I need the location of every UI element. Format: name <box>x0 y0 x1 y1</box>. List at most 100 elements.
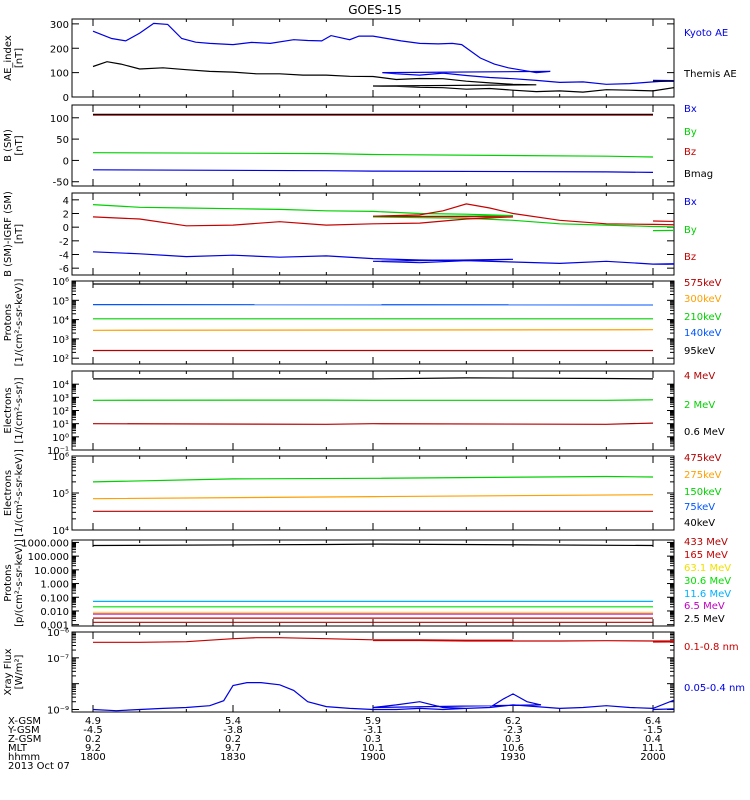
ephemeris-value: 0.3 <box>505 734 521 745</box>
y-tick-label: -50 <box>53 178 69 189</box>
y-tick-label: 10⁻⁹ <box>47 705 69 716</box>
panel-electrons_mev: 10⁻¹ 10⁰ 10¹ 10² 10³ 10⁴ Electrons[1/(cm²-s-sr… <box>3 370 725 457</box>
y-axis-label: B (SM)-IGRF (SM)[nT] <box>3 191 25 277</box>
ephemeris-value: -3.8 <box>223 725 243 736</box>
ephemeris-value: 1830 <box>220 752 245 763</box>
y-tick-label: 300 <box>50 20 69 31</box>
ephemeris-value: 0.2 <box>85 734 101 745</box>
legend-entry: Themis AE <box>683 69 737 80</box>
y-axis-label: B (SM)[nT] <box>3 129 25 162</box>
y-tick-label: 10⁻¹ <box>47 446 69 457</box>
ephemeris-value: 4.9 <box>85 716 101 727</box>
y-tick-label: 50 <box>56 135 69 146</box>
y-tick-label: 10⁴ <box>52 526 69 537</box>
y-tick-label: 0.010 <box>40 607 69 618</box>
panel-electrons_kev: 10⁴ 10⁵ 10⁶ Electrons[1/(cm²-s-sr-keV)] 475k… <box>3 449 722 537</box>
legend-entry: 30.6 MeV <box>684 576 731 587</box>
legend-entry: 575keV <box>684 278 722 289</box>
legend-entry: Bmag <box>684 169 713 180</box>
y-tick-label: 0.100 <box>40 593 69 604</box>
panel-frame <box>71 455 675 531</box>
legend-entry: By <box>684 225 697 236</box>
legend-entry: 0.05-0.4 nm <box>684 683 745 694</box>
legend-entry: Kyoto AE <box>684 28 728 39</box>
y-tick-label: 100 <box>50 69 69 80</box>
panel-frame <box>71 370 675 451</box>
ephemeris-value: 0.2 <box>225 734 241 745</box>
legend-entry: 2 MeV <box>684 400 715 411</box>
ephemeris-value: 11.1 <box>642 743 664 754</box>
legend-entry: By <box>684 127 697 138</box>
series-line-bz <box>92 203 674 227</box>
series-line-by <box>92 204 674 232</box>
legend-entry: 11.6 MeV <box>684 589 731 600</box>
ephemeris-row-label: Z-GSM <box>8 734 41 745</box>
y-axis-label: Electrons[1/(cm²-s-sr)] <box>3 377 25 443</box>
y-tick-label: 10⁻⁶ <box>47 628 69 639</box>
series-line-300kev <box>92 329 654 331</box>
ephemeris-value: 0.4 <box>645 734 661 745</box>
legend-entry: 210keV <box>684 312 722 323</box>
series-line-0-6-mev <box>93 377 654 380</box>
series-line-0-05-0-4-nm <box>92 681 674 712</box>
panel-frame <box>71 539 675 627</box>
ephemeris-value: 10.6 <box>502 743 524 754</box>
y-tick-label: 200 <box>50 44 69 55</box>
legend-entry: 475keV <box>684 453 722 464</box>
y-tick-label: 10³ <box>52 335 69 346</box>
y-tick-label: -4 <box>59 251 69 262</box>
legend-entry: 150keV <box>684 487 722 498</box>
ephemeris-value: 1930 <box>500 752 525 763</box>
panel-frame <box>71 18 675 98</box>
y-tick-label: 2 <box>63 210 69 221</box>
panel-frame <box>71 280 675 365</box>
legend-entry: 4 MeV <box>684 371 715 382</box>
y-tick-label: 0 <box>63 93 69 104</box>
y-tick-label: -2 <box>59 237 69 248</box>
series-line-0-1-0-8-nm <box>93 637 674 643</box>
ephemeris-value: 9.2 <box>85 743 101 754</box>
legend-entry: Bx <box>684 104 697 115</box>
legend-entry: 0.6 MeV <box>684 427 725 438</box>
panel-bsm: -50 0 50 100 B (SM)[nT] Bx By Bz Bmag <box>3 104 713 189</box>
y-axis-label: Protons[1/(cm²-s-sr-keV)] <box>3 279 25 367</box>
legend-entry: 95keV <box>684 346 715 357</box>
legend-entry: 165 MeV <box>684 550 728 561</box>
ephemeris-value: 2000 <box>640 752 665 763</box>
ephemeris-row-label: Y-GSM <box>7 725 40 736</box>
y-tick-label: 10⁶ <box>52 452 69 463</box>
ephemeris-value: 10.1 <box>362 743 384 754</box>
legend-entry: 0.1-0.8 nm <box>684 642 739 653</box>
legend-entry: 40keV <box>684 518 715 529</box>
y-tick-label: 10¹ <box>52 420 69 431</box>
legend-entry: Bz <box>684 147 696 158</box>
ephemeris-value: -4.5 <box>83 725 103 736</box>
panel-frame <box>71 104 675 187</box>
date-label: 2013 Oct 07 <box>8 761 70 772</box>
series-line-2-mev <box>92 399 654 401</box>
legend-entry: 275keV <box>684 470 722 481</box>
legend-entry: 140keV <box>684 328 722 339</box>
ephemeris-value: 6.4 <box>645 716 661 727</box>
y-tick-label: 10⁴ <box>52 316 69 327</box>
series-line-by <box>92 152 654 158</box>
y-tick-label: 1000.000 <box>21 538 69 549</box>
ephemeris-value: -3.1 <box>363 725 383 736</box>
y-tick-label: 10² <box>52 354 69 365</box>
plot-title: GOES-15 <box>348 3 402 17</box>
ephemeris-value: 9.7 <box>225 743 241 754</box>
y-tick-label: 10.000 <box>34 566 69 577</box>
y-tick-label: 10⁴ <box>52 380 69 391</box>
y-tick-label: 10⁰ <box>52 433 69 444</box>
y-tick-label: 100 <box>50 114 69 125</box>
ephemeris-row-label: MLT <box>8 743 28 754</box>
series-line-bx <box>92 251 674 265</box>
legend-entry: 300keV <box>684 294 722 305</box>
legend-entry: 6.5 MeV <box>684 601 725 612</box>
legend-entry: 2.5 MeV <box>684 614 725 625</box>
ephemeris-value: -2.3 <box>503 725 523 736</box>
legend-entry: 433 MeV <box>684 537 728 548</box>
panel-frame <box>71 631 675 713</box>
y-tick-label: 10² <box>52 407 69 418</box>
